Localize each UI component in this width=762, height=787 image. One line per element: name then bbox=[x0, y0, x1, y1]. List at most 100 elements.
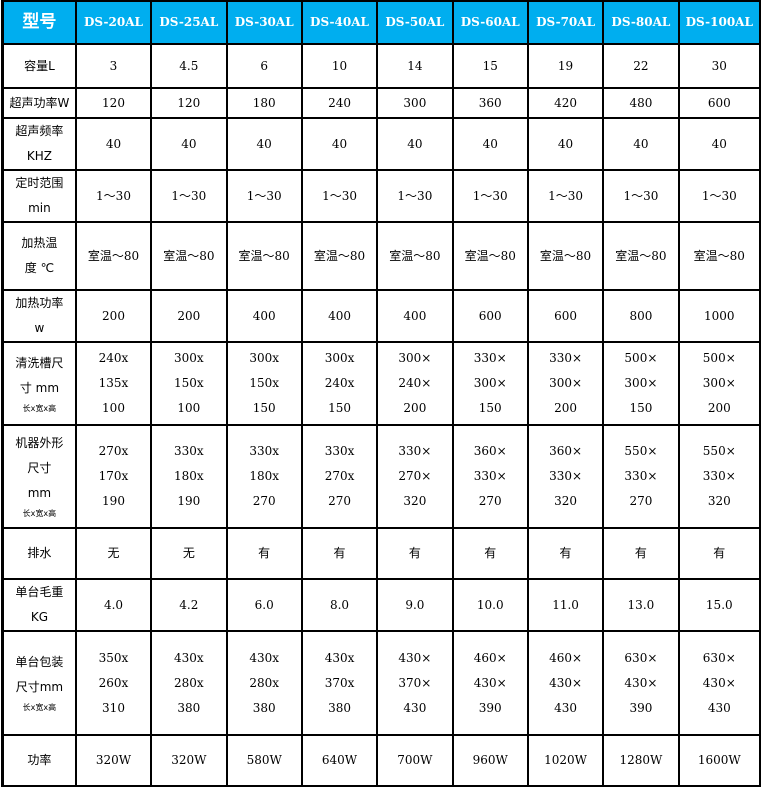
value-cell: 360 bbox=[451, 87, 529, 119]
value-line: 1020W bbox=[544, 753, 587, 767]
value-line: 960W bbox=[472, 753, 508, 767]
value-line: 380 bbox=[177, 700, 201, 715]
value-cell: 600 bbox=[677, 87, 762, 119]
value-line: 40 bbox=[105, 136, 122, 151]
value-cell: 1～30 bbox=[74, 169, 153, 223]
value-line: 430× bbox=[398, 650, 432, 665]
value-line: 320W bbox=[95, 753, 132, 767]
value-line: 240× bbox=[398, 376, 432, 390]
value-cell: 1～30 bbox=[602, 169, 680, 223]
value-cell: 有 bbox=[677, 527, 762, 580]
value-line: 400 bbox=[403, 308, 427, 323]
value-cell: 700W bbox=[376, 734, 454, 787]
value-cell: 200 bbox=[74, 289, 153, 343]
value-line: 390 bbox=[629, 700, 653, 715]
value-cell: 960W bbox=[451, 734, 529, 787]
value-line: 40 bbox=[331, 136, 348, 151]
value-cell: 330x 270x 270 bbox=[300, 424, 379, 529]
row-label: 清洗槽尺寸 mm 长x宽x高 bbox=[1, 341, 77, 426]
value-line: 室温～80 bbox=[615, 248, 667, 263]
row-label-line: mm bbox=[27, 486, 52, 500]
value-cell: 320W bbox=[150, 734, 228, 787]
value-cell: 600 bbox=[451, 289, 529, 343]
value-cell: 300x 150x 100 bbox=[150, 341, 228, 426]
value-cell: 1～30 bbox=[300, 169, 379, 223]
row-label-line: 尺寸mm bbox=[15, 680, 64, 694]
value-line: 100 bbox=[177, 401, 201, 415]
value-cell: 1～30 bbox=[376, 169, 454, 223]
value-cell: 40 bbox=[376, 117, 454, 171]
model-header: DS-30AL bbox=[225, 0, 303, 45]
value-line: 1～30 bbox=[246, 188, 282, 203]
value-line: 310 bbox=[102, 700, 125, 715]
value-line: 360 bbox=[478, 95, 502, 110]
table-row: 功率 320W 320W 580W 640W 700W 960W 1020W 1280W 1600… bbox=[1, 734, 762, 787]
value-line: 150 bbox=[478, 401, 502, 415]
row-label-line: 单台包装 bbox=[15, 655, 64, 669]
value-cell: 室温～80 bbox=[602, 221, 680, 291]
value-line: 14 bbox=[407, 58, 423, 73]
value-line: 270 bbox=[328, 494, 351, 508]
value-line: 240x bbox=[324, 376, 355, 390]
value-line: 430 bbox=[707, 700, 731, 715]
value-line: 430x bbox=[324, 650, 355, 665]
value-line: 430× bbox=[473, 675, 507, 690]
value-cell: 300x 150x 150 bbox=[225, 341, 303, 426]
value-line: 室温～80 bbox=[539, 248, 592, 263]
table-row: 加热功率 w 200 200 400 400 400 600 600 800 1000 bbox=[1, 289, 762, 343]
value-cell: 550× 330× 320 bbox=[677, 424, 762, 529]
row-label-line: w bbox=[34, 321, 45, 335]
value-line: 1～30 bbox=[397, 188, 433, 203]
value-line: 270 bbox=[252, 494, 276, 508]
row-label-line: 超声功率W bbox=[9, 95, 70, 110]
row-label: 功率 bbox=[1, 734, 77, 787]
value-cell: 270x 170x 190 bbox=[74, 424, 153, 529]
value-cell: 3 bbox=[74, 43, 153, 89]
value-line: 330× bbox=[549, 351, 583, 365]
value-cell: 330x 180x 270 bbox=[225, 424, 303, 529]
value-cell: 9.0 bbox=[376, 578, 454, 632]
model-header: DS-80AL bbox=[602, 0, 680, 45]
value-line: 6 bbox=[260, 58, 268, 73]
value-line: 370x bbox=[324, 675, 355, 690]
value-cell: 1～30 bbox=[526, 169, 605, 223]
value-cell: 240 bbox=[300, 87, 379, 119]
value-line: 150x bbox=[249, 376, 280, 390]
value-line: 360× bbox=[549, 444, 583, 458]
value-line: 40 bbox=[482, 136, 498, 151]
value-line: 1～30 bbox=[472, 188, 508, 203]
value-line: 380 bbox=[328, 700, 351, 715]
value-cell: 1～30 bbox=[150, 169, 228, 223]
dimension-note: 长x宽x高 bbox=[22, 403, 57, 413]
value-line: 390 bbox=[478, 700, 502, 715]
value-cell: 19 bbox=[526, 43, 605, 89]
value-line: 1～30 bbox=[322, 188, 357, 203]
value-line: 300× bbox=[398, 351, 432, 365]
value-cell: 1280W bbox=[602, 734, 680, 787]
value-line: 270 bbox=[629, 494, 653, 508]
value-line: 550× bbox=[624, 444, 658, 458]
value-cell: 360× 330× 320 bbox=[526, 424, 605, 529]
value-line: 330× bbox=[702, 469, 736, 483]
value-cell: 400 bbox=[376, 289, 454, 343]
value-line: 430× bbox=[702, 675, 736, 690]
value-line: 150 bbox=[629, 401, 653, 415]
value-line: 30 bbox=[711, 58, 727, 73]
row-label-line: 加热温 bbox=[21, 236, 58, 250]
value-line: 600 bbox=[478, 308, 502, 323]
table-row: 机器外形 尺寸 mm 长x宽x高 270x 170x 190 330x 180x 190 330x 1… bbox=[1, 424, 762, 529]
value-line: 200 bbox=[554, 401, 578, 415]
value-line: 300x bbox=[174, 351, 204, 365]
value-cell: 室温～80 bbox=[300, 221, 379, 291]
value-line: 430× bbox=[549, 675, 583, 690]
value-cell: 300× 240× 200 bbox=[376, 341, 454, 426]
row-label: 超声功率W bbox=[1, 87, 77, 119]
value-cell: 室温～80 bbox=[376, 221, 454, 291]
row-label: 排水 bbox=[1, 527, 77, 580]
value-cell: 330x 180x 190 bbox=[150, 424, 228, 529]
row-label-line: 清洗槽尺 bbox=[15, 355, 64, 370]
model-header: DS-40AL bbox=[300, 0, 379, 45]
value-cell: 330× 300× 200 bbox=[526, 341, 605, 426]
value-cell: 500× 300× 200 bbox=[677, 341, 762, 426]
